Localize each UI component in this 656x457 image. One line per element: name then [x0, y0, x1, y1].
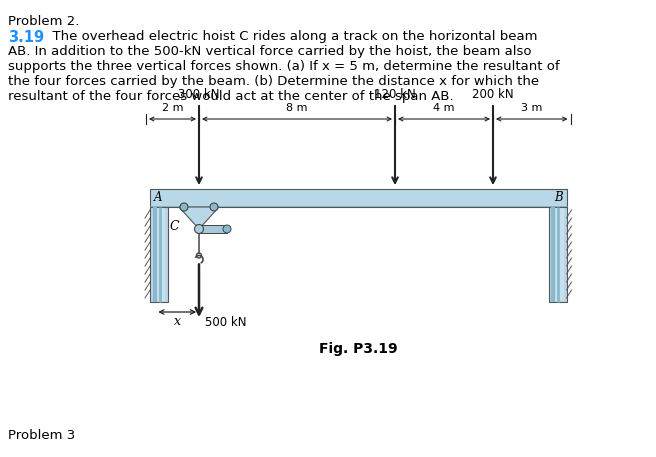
Circle shape: [180, 203, 188, 211]
Text: 8 m: 8 m: [286, 103, 308, 113]
Text: AB. In addition to the 500-kN vertical force carried by the hoist, the beam also: AB. In addition to the 500-kN vertical f…: [8, 45, 531, 58]
Polygon shape: [179, 207, 219, 229]
Text: 200 kN: 200 kN: [472, 88, 514, 101]
Bar: [150, 207, 168, 302]
Text: supports the three vertical forces shown. (a) If x = 5 m, determine the resultan: supports the three vertical forces shown…: [8, 60, 560, 73]
Text: B: B: [554, 191, 562, 204]
Text: Fig. P3.19: Fig. P3.19: [319, 342, 398, 356]
Text: x: x: [174, 315, 180, 328]
Bar: [552, 208, 564, 301]
Text: Problem 2.: Problem 2.: [8, 15, 79, 28]
Text: 120 kN: 120 kN: [374, 88, 416, 101]
Text: C: C: [169, 219, 179, 233]
Text: 2 m: 2 m: [162, 103, 183, 113]
Text: Problem 3: Problem 3: [8, 429, 75, 442]
Bar: [153, 208, 165, 301]
Text: 500 kN: 500 kN: [205, 316, 247, 329]
Text: 4 m: 4 m: [433, 103, 455, 113]
Text: The overhead electric hoist C rides along a track on the horizontal beam: The overhead electric hoist C rides alon…: [44, 30, 537, 43]
Text: A: A: [154, 191, 163, 204]
Circle shape: [194, 224, 203, 234]
Bar: [548, 207, 567, 302]
Bar: [150, 189, 567, 207]
Text: the four forces carried by the beam. (b) Determine the distance x for which the: the four forces carried by the beam. (b)…: [8, 75, 539, 88]
Text: 3 m: 3 m: [521, 103, 543, 113]
Text: 3.19: 3.19: [8, 30, 44, 45]
Circle shape: [210, 203, 218, 211]
Bar: [200, 225, 227, 233]
Circle shape: [223, 225, 231, 233]
Text: resultant of the four forces would act at the center of the span AB.: resultant of the four forces would act a…: [8, 90, 454, 103]
Text: 300 kN: 300 kN: [178, 88, 220, 101]
